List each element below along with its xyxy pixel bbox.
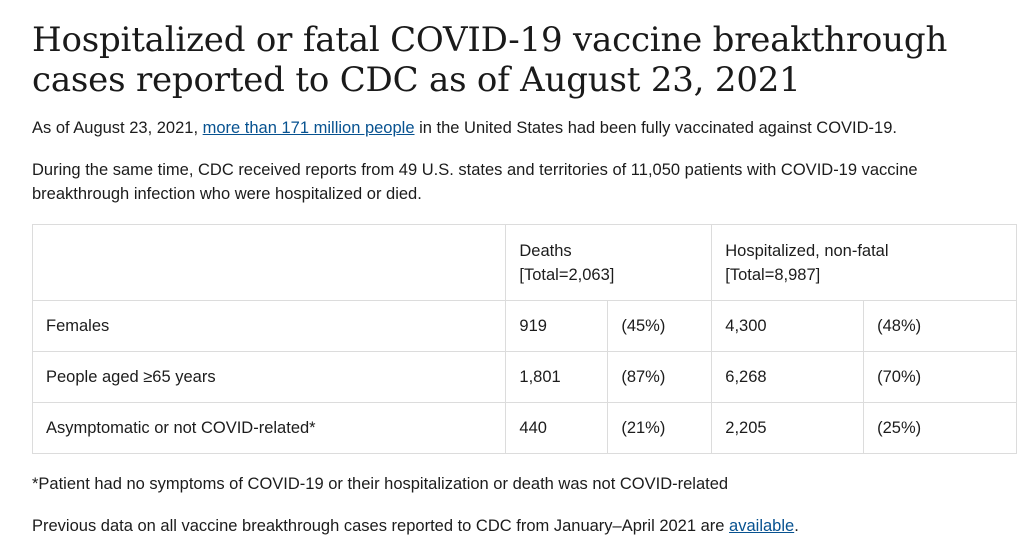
previous-text-after: . [794,517,799,535]
deaths-count: 440 [505,402,609,454]
hospitalized-count: 6,268 [711,351,865,403]
intro-text-before: As of August 23, 2021, [32,119,203,137]
header-empty-cell [31,224,507,301]
row-label: People aged ≥65 years [31,351,507,403]
available-link[interactable]: available [729,517,795,535]
page-title: Hospitalized or fatal COVID-19 vaccine b… [32,20,948,100]
intro-text-after: in the United States had been fully vacc… [414,119,897,137]
table-row: Females 919 (45%) 4,300 (48%) [31,300,1017,352]
table-footnote: *Patient had no symptoms of COVID-19 or … [32,475,729,493]
deaths-count: 919 [505,300,609,352]
header-hospitalized-total: [Total=8,987] [725,265,821,284]
row-label: Asymptomatic or not COVID-related* [31,402,507,454]
header-hospitalized: Hospitalized, non-fatal [Total=8,987] [711,224,1017,301]
deaths-count: 1,801 [505,351,609,403]
deaths-percent: (45%) [607,300,713,352]
hospitalized-count: 2,205 [711,402,865,454]
summary-paragraph: During the same time, CDC received repor… [32,161,918,203]
header-deaths: Deaths [Total=2,063] [505,224,713,301]
table-row: Asymptomatic or not COVID-related* 440 (… [31,402,1017,454]
header-deaths-total: [Total=2,063] [519,265,615,284]
hospitalized-percent: (25%) [863,402,1017,454]
header-hospitalized-label: Hospitalized, non-fatal [725,241,889,260]
row-label: Females [31,300,507,352]
previous-text-before: Previous data on all vaccine breakthroug… [32,517,730,535]
breakthrough-table: Deaths [Total=2,063] Hospitalized, non-f… [31,224,1017,454]
intro-paragraph: As of August 23, 2021, more than 171 mil… [32,116,1018,140]
table-header-row: Deaths [Total=2,063] Hospitalized, non-f… [31,224,1017,301]
hospitalized-percent: (70%) [863,351,1017,403]
deaths-percent: (87%) [607,351,713,403]
deaths-percent: (21%) [607,402,713,454]
hospitalized-count: 4,300 [711,300,865,352]
table-row: People aged ≥65 years 1,801 (87%) 6,268 … [31,351,1017,403]
header-deaths-label: Deaths [519,241,572,260]
vaccinated-people-link[interactable]: more than 171 million people [202,119,415,137]
content-area: Hospitalized or fatal COVID-19 vaccine b… [31,0,1018,538]
previous-data-paragraph: Previous data on all vaccine breakthroug… [32,514,1018,538]
hospitalized-percent: (48%) [863,300,1017,352]
